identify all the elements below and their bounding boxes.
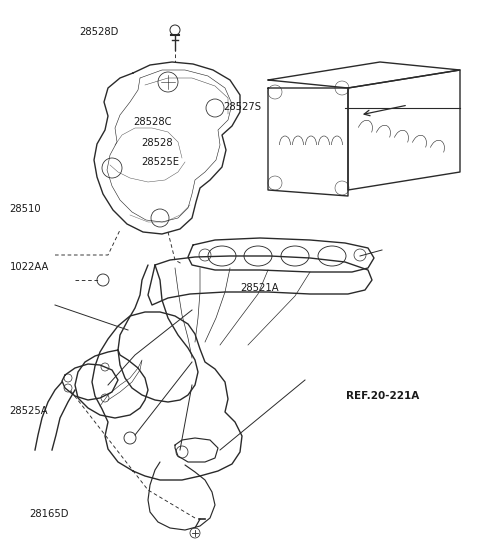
Text: 28525E: 28525E bbox=[142, 157, 180, 167]
Text: 28510: 28510 bbox=[10, 205, 41, 214]
Text: 28527S: 28527S bbox=[223, 102, 261, 112]
Text: 28525A: 28525A bbox=[10, 406, 48, 416]
Text: 28165D: 28165D bbox=[29, 509, 68, 519]
Text: REF.20-221A: REF.20-221A bbox=[346, 391, 419, 401]
Text: 28528: 28528 bbox=[142, 138, 173, 147]
Text: 28528C: 28528C bbox=[133, 117, 172, 127]
Text: 1022AA: 1022AA bbox=[10, 262, 49, 271]
Text: 28528D: 28528D bbox=[79, 27, 119, 36]
Text: 28521A: 28521A bbox=[240, 283, 278, 293]
